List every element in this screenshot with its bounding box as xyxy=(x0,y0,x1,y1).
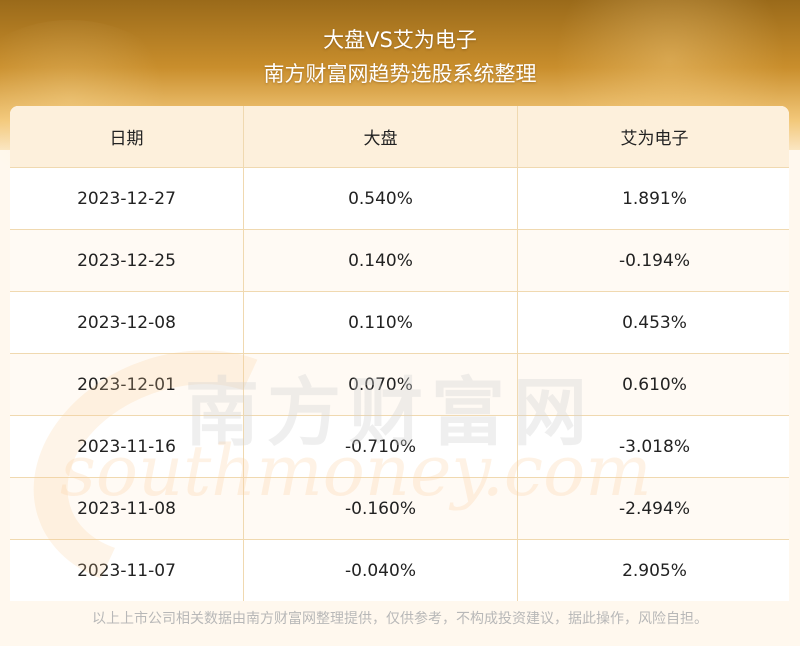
stock-change-cell: 0.610% xyxy=(517,353,789,416)
market-change-cell: 0.540% xyxy=(243,167,518,230)
table-row: 2023-12-27 0.540% 1.891% xyxy=(10,167,789,230)
stock-change-cell: -3.018% xyxy=(517,415,789,478)
date-cell: 2023-12-25 xyxy=(10,229,244,292)
market-change-cell: -0.040% xyxy=(243,539,518,601)
comparison-table: 日期 大盘 艾为电子 2023-12-27 0.540% 1.891% 2023… xyxy=(10,106,789,601)
table-row: 2023-11-07 -0.040% 2.905% xyxy=(10,539,789,601)
page-title: 大盘VS艾为电子 xyxy=(323,28,477,52)
stock-change-cell: 0.453% xyxy=(517,291,789,354)
date-cell: 2023-12-08 xyxy=(10,291,244,354)
date-cell: 2023-11-08 xyxy=(10,477,244,540)
stock-change-cell: 2.905% xyxy=(622,560,687,581)
date-cell: 2023-11-16 xyxy=(10,415,244,478)
table-row: 2023-12-25 0.140% -0.194% xyxy=(10,229,789,292)
table-header-row: 日期 大盘 艾为电子 xyxy=(10,106,789,168)
stock-change-cell: -0.194% xyxy=(517,229,789,292)
table-row: 2023-12-01 0.070% 0.610% xyxy=(10,353,789,416)
page-subtitle: 南方财富网趋势选股系统整理 xyxy=(263,62,537,86)
stock-change-cell: -2.494% xyxy=(517,477,789,540)
comparison-table-card: 日期 大盘 艾为电子 2023-12-27 0.540% 1.891% 2023… xyxy=(10,106,789,601)
disclaimer-text: 以上上市公司相关数据由南方财富网整理提供，仅供参考，不构成投资建议，据此操作，风… xyxy=(92,611,708,627)
stock-change-cell: 1.891% xyxy=(517,167,789,230)
market-change-cell: 0.140% xyxy=(243,229,518,292)
table-row: 2023-11-08 -0.160% -2.494% xyxy=(10,477,789,540)
market-change-cell: -0.160% xyxy=(243,477,518,540)
table-row: 2023-12-08 0.110% 0.453% xyxy=(10,291,789,354)
market-change-cell: 0.070% xyxy=(243,353,518,416)
column-header-market: 大盘 xyxy=(243,106,518,168)
date-cell: 2023-11-07 xyxy=(10,539,244,601)
market-change-cell: -0.710% xyxy=(243,415,518,478)
market-change-cell: 0.110% xyxy=(243,291,518,354)
column-header-date: 日期 xyxy=(10,106,244,168)
date-cell: 2023-12-01 xyxy=(10,353,244,416)
date-cell: 2023-12-27 xyxy=(10,167,244,230)
table-row: 2023-11-16 -0.710% -3.018% xyxy=(10,415,789,478)
column-header-stock: 艾为电子 xyxy=(517,106,789,168)
